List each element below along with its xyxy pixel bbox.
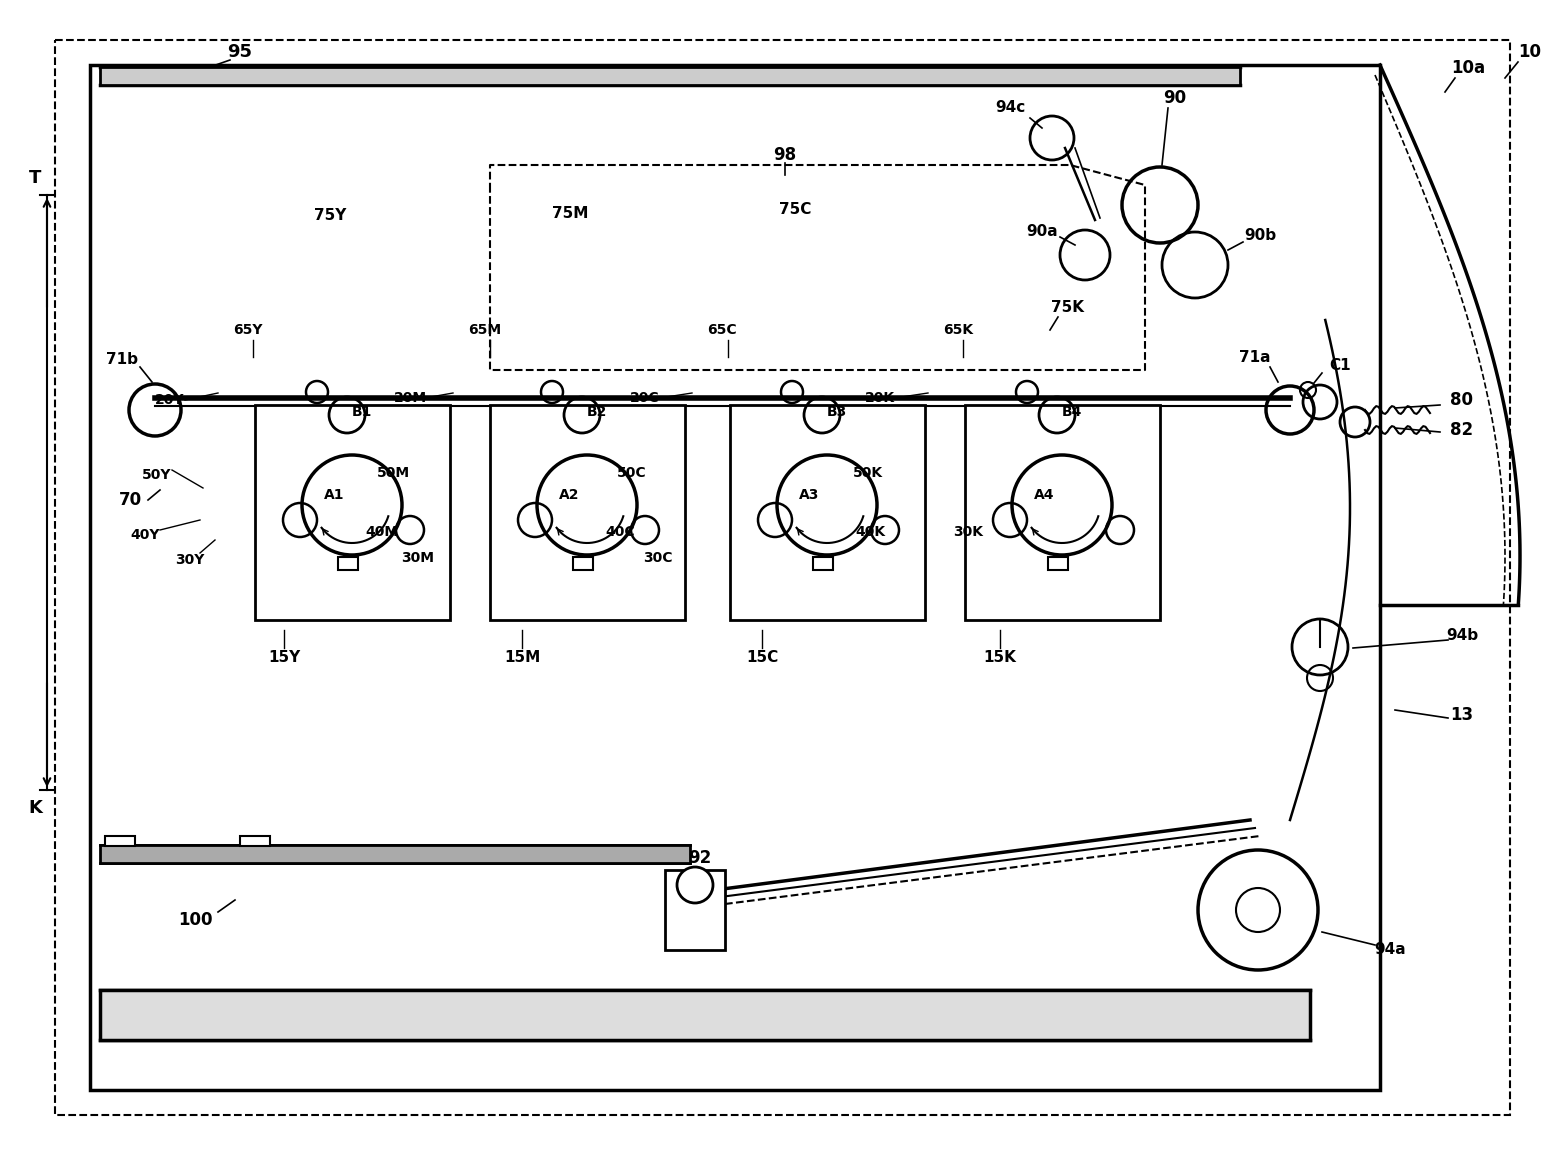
Text: 71b: 71b [106, 353, 139, 368]
Text: 50C: 50C [617, 466, 646, 480]
Text: 30Y: 30Y [176, 553, 204, 566]
Text: 75C: 75C [778, 202, 811, 217]
Text: 15Y: 15Y [268, 651, 301, 666]
Bar [100, 845, 690, 864]
Text: 50M: 50M [377, 466, 409, 480]
Text: 30K: 30K [953, 525, 982, 539]
Text: 95: 95 [227, 43, 252, 61]
Text: B3: B3 [827, 405, 847, 418]
Text: 20Y: 20Y [156, 393, 185, 407]
Text: A1: A1 [324, 488, 344, 502]
Text: 94b: 94b [1446, 628, 1478, 643]
Text: 75Y: 75Y [315, 207, 346, 222]
Text: 40C: 40C [606, 525, 635, 539]
Text: 20K: 20K [866, 391, 895, 405]
Text: 98: 98 [774, 146, 797, 164]
Text: 50Y: 50Y [142, 468, 171, 482]
Text: 94c: 94c [995, 101, 1025, 116]
Text: 65Y: 65Y [234, 323, 263, 338]
Text: 40Y: 40Y [131, 528, 160, 542]
Bar [100, 67, 1239, 86]
Text: T: T [30, 169, 40, 187]
Bar [100, 990, 1309, 1040]
Bar [255, 405, 450, 620]
Text: 65K: 65K [944, 323, 973, 338]
Bar [1048, 557, 1068, 570]
Text: 30M: 30M [402, 551, 434, 565]
Bar [338, 557, 358, 570]
Text: 15C: 15C [746, 651, 778, 666]
Text: 82: 82 [1451, 421, 1473, 439]
Text: 75K: 75K [1051, 301, 1085, 316]
Bar [730, 405, 925, 620]
Text: 15M: 15M [504, 651, 540, 666]
Text: 30C: 30C [643, 551, 673, 565]
Text: 92: 92 [688, 849, 712, 867]
Text: 71a: 71a [1239, 350, 1271, 365]
Text: A3: A3 [799, 488, 819, 502]
Text: 75M: 75M [551, 206, 589, 221]
Circle shape [677, 867, 713, 903]
Text: 80: 80 [1451, 391, 1473, 409]
Text: B4: B4 [1062, 405, 1082, 418]
Text: 65M: 65M [469, 323, 501, 338]
Text: 40M: 40M [366, 525, 399, 539]
Text: 13: 13 [1451, 706, 1473, 724]
Bar [104, 836, 135, 846]
Text: 70: 70 [118, 491, 142, 509]
Text: 100: 100 [177, 911, 212, 929]
Bar [665, 870, 726, 950]
Bar [490, 405, 685, 620]
Bar [573, 557, 593, 570]
Text: 90b: 90b [1244, 228, 1277, 243]
Text: 90: 90 [1163, 89, 1186, 108]
Text: 94a: 94a [1375, 942, 1406, 957]
Text: B2: B2 [587, 405, 607, 418]
Text: 20M: 20M [394, 391, 427, 405]
Text: 10a: 10a [1451, 59, 1485, 77]
Text: 65C: 65C [707, 323, 736, 338]
Text: 10: 10 [1518, 43, 1541, 61]
Text: A2: A2 [559, 488, 579, 502]
Text: B1: B1 [352, 405, 372, 418]
Text: 50K: 50K [853, 466, 883, 480]
Bar [240, 836, 269, 846]
Text: 15K: 15K [984, 651, 1017, 666]
Text: 40K: 40K [855, 525, 884, 539]
Bar [813, 557, 833, 570]
Text: A4: A4 [1034, 488, 1054, 502]
Text: 90a: 90a [1026, 224, 1057, 239]
Bar [90, 65, 1380, 1090]
Text: 20C: 20C [631, 391, 660, 405]
Text: K: K [28, 799, 42, 817]
Text: C1: C1 [1330, 357, 1351, 372]
Bar [965, 405, 1160, 620]
